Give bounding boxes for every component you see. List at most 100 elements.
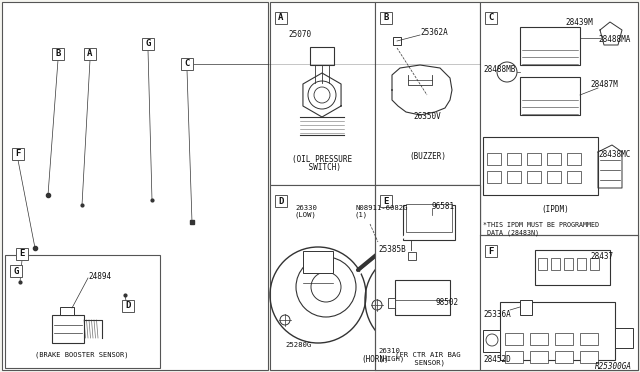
Bar <box>10 265 22 277</box>
Bar <box>52 315 84 343</box>
Bar <box>483 137 598 195</box>
Bar <box>507 153 521 165</box>
Bar <box>567 153 581 165</box>
Text: D: D <box>278 196 284 205</box>
Bar <box>483 330 500 352</box>
Text: 28452D: 28452D <box>483 355 511 364</box>
Bar <box>395 280 450 315</box>
Bar <box>520 300 532 315</box>
Text: (BRAKE BOOSTER SENSOR): (BRAKE BOOSTER SENSOR) <box>35 352 129 359</box>
Bar <box>547 171 561 183</box>
Text: B: B <box>383 13 388 22</box>
Bar <box>375 2 480 185</box>
Bar <box>564 258 573 270</box>
Text: 25336A: 25336A <box>483 310 511 319</box>
Bar <box>270 2 375 185</box>
Bar <box>480 2 638 370</box>
Text: DATA (28483N): DATA (28483N) <box>483 230 539 237</box>
Bar <box>505 351 523 363</box>
Bar <box>520 27 580 65</box>
Bar <box>2 2 268 370</box>
Text: R25300GA: R25300GA <box>595 362 632 371</box>
Bar <box>530 333 548 345</box>
Bar <box>487 153 501 165</box>
Text: (BUZZER): (BUZZER) <box>410 152 447 161</box>
Text: B: B <box>55 49 61 58</box>
Text: A: A <box>278 13 284 22</box>
Bar <box>507 171 521 183</box>
Bar <box>487 171 501 183</box>
Text: G: G <box>145 39 150 48</box>
Text: D: D <box>125 301 131 311</box>
Text: N08911-6082G
(1): N08911-6082G (1) <box>355 205 408 218</box>
Text: 26350V: 26350V <box>413 112 441 121</box>
Bar <box>380 195 392 207</box>
Bar <box>60 307 74 315</box>
Text: (HORN): (HORN) <box>361 355 389 364</box>
Text: C: C <box>488 13 493 22</box>
Text: (OIL PRESSURE: (OIL PRESSURE <box>292 155 352 164</box>
Text: 25280G: 25280G <box>285 342 311 348</box>
Bar <box>403 205 455 240</box>
Text: 28438MC: 28438MC <box>598 150 630 159</box>
Bar <box>406 204 452 232</box>
Text: E: E <box>383 196 388 205</box>
Bar <box>270 185 480 370</box>
Bar <box>535 250 610 285</box>
Bar <box>16 248 28 260</box>
Text: 25362A: 25362A <box>420 28 448 37</box>
Text: C: C <box>184 60 189 68</box>
Bar <box>375 185 480 370</box>
Bar <box>275 195 287 207</box>
Bar <box>551 258 560 270</box>
Bar <box>480 235 638 370</box>
Bar <box>538 258 547 270</box>
Bar <box>275 12 287 24</box>
Bar <box>400 247 430 272</box>
Bar <box>500 302 615 360</box>
Bar <box>52 48 64 60</box>
Bar <box>485 12 497 24</box>
Bar <box>547 153 561 165</box>
Text: 25070: 25070 <box>289 30 312 39</box>
Text: A: A <box>87 49 93 58</box>
Bar <box>615 328 633 348</box>
Text: G: G <box>13 266 19 276</box>
Text: 96581: 96581 <box>432 202 455 211</box>
Bar <box>527 153 541 165</box>
Bar <box>84 48 96 60</box>
Text: 25385B: 25385B <box>378 245 406 254</box>
Text: 26330
(LOW): 26330 (LOW) <box>295 205 317 218</box>
Text: 28437: 28437 <box>590 252 613 261</box>
Bar <box>5 255 160 368</box>
Text: 28439M: 28439M <box>565 18 593 27</box>
Bar <box>388 298 395 308</box>
Bar <box>580 333 598 345</box>
Text: (FR CTR AIR BAG: (FR CTR AIR BAG <box>395 352 461 359</box>
Text: 28488MB: 28488MB <box>483 65 515 74</box>
Text: *THIS IPDM MUST BE PROGRAMMED: *THIS IPDM MUST BE PROGRAMMED <box>483 222 599 228</box>
Bar <box>408 252 416 260</box>
Bar <box>380 12 392 24</box>
Bar <box>580 351 598 363</box>
Text: 98502: 98502 <box>435 298 458 307</box>
Bar <box>520 77 580 115</box>
Bar <box>122 300 134 312</box>
Text: 24894: 24894 <box>88 272 111 281</box>
Text: 28488MA: 28488MA <box>598 35 630 44</box>
Bar <box>555 351 573 363</box>
Bar <box>181 58 193 70</box>
Bar <box>527 171 541 183</box>
Bar <box>577 258 586 270</box>
Text: E: E <box>19 250 25 259</box>
Bar <box>310 47 334 65</box>
Bar <box>530 351 548 363</box>
Bar <box>590 258 599 270</box>
Text: F: F <box>488 247 493 256</box>
Bar <box>38 258 56 268</box>
Text: SWITCH): SWITCH) <box>303 163 340 172</box>
Bar <box>393 37 401 45</box>
Text: F: F <box>15 150 20 158</box>
Text: SENSOR): SENSOR) <box>410 360 445 366</box>
Text: (IPDM): (IPDM) <box>541 205 569 214</box>
